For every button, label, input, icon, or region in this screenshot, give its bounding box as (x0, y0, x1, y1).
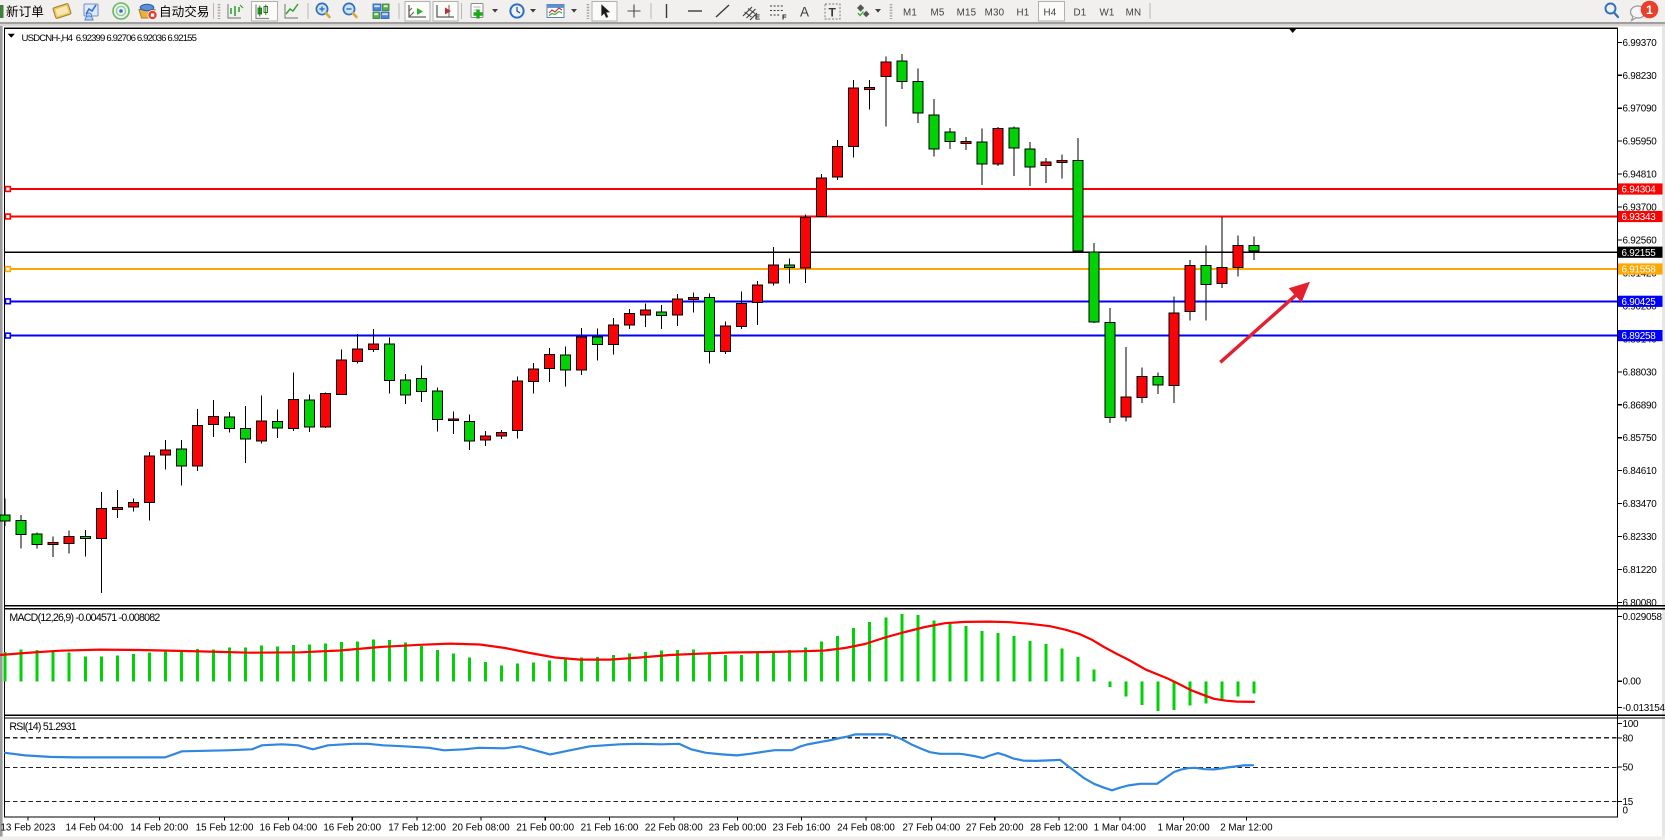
svg-text:100: 100 (1623, 719, 1639, 730)
svg-text:24 Feb 08:00: 24 Feb 08:00 (837, 823, 895, 834)
svg-text:6.92560: 6.92560 (1623, 236, 1658, 247)
svg-text:6.92155: 6.92155 (1622, 248, 1657, 259)
svg-text:W1: W1 (1099, 8, 1114, 19)
svg-text:MACD(12,26,9) -0.004571 -0.008: MACD(12,26,9) -0.004571 -0.008082 (9, 612, 160, 624)
svg-text:6.97090: 6.97090 (1623, 104, 1658, 115)
svg-text:A: A (800, 5, 809, 20)
svg-text:21 Feb 16:00: 21 Feb 16:00 (581, 823, 639, 834)
svg-text:6.95950: 6.95950 (1623, 137, 1658, 148)
svg-text:14 Feb 04:00: 14 Feb 04:00 (66, 823, 124, 834)
svg-text:6.98230: 6.98230 (1623, 71, 1658, 82)
svg-text:16 Feb 20:00: 16 Feb 20:00 (323, 823, 381, 834)
svg-text:27 Feb 04:00: 27 Feb 04:00 (903, 823, 961, 834)
svg-text:新订单: 新订单 (6, 4, 44, 19)
svg-text:14 Feb 20:00: 14 Feb 20:00 (130, 823, 188, 834)
svg-text:80: 80 (1623, 734, 1634, 745)
svg-text:1: 1 (1646, 3, 1653, 17)
svg-text:T: T (829, 6, 837, 20)
svg-text:M5: M5 (930, 8, 944, 19)
svg-text:6.90425: 6.90425 (1622, 297, 1657, 308)
svg-text:1 Mar 04:00: 1 Mar 04:00 (1094, 823, 1147, 834)
svg-text:21 Feb 00:00: 21 Feb 00:00 (516, 823, 574, 834)
svg-text:6.99370: 6.99370 (1623, 38, 1658, 49)
svg-text:20 Feb 08:00: 20 Feb 08:00 (452, 823, 510, 834)
svg-text:自动交易: 自动交易 (159, 4, 209, 19)
svg-text:50: 50 (1623, 763, 1634, 774)
svg-text:6.94810: 6.94810 (1623, 170, 1658, 181)
svg-text:6.84610: 6.84610 (1623, 466, 1658, 477)
svg-text:15 Feb 12:00: 15 Feb 12:00 (196, 823, 254, 834)
svg-text:17 Feb 12:00: 17 Feb 12:00 (388, 823, 446, 834)
svg-text:28 Feb 12:00: 28 Feb 12:00 (1030, 823, 1088, 834)
svg-text:M15: M15 (957, 8, 977, 19)
svg-text:23 Feb 00:00: 23 Feb 00:00 (709, 823, 767, 834)
svg-text:RSI(14) 51.2931: RSI(14) 51.2931 (9, 721, 76, 733)
svg-text:2 Mar 12:00: 2 Mar 12:00 (1220, 823, 1273, 834)
svg-text:D1: D1 (1074, 8, 1087, 19)
svg-text:F: F (782, 13, 787, 22)
svg-text:0.00: 0.00 (1623, 677, 1642, 688)
svg-text:MN: MN (1126, 8, 1142, 19)
svg-text:1 Mar 20:00: 1 Mar 20:00 (1157, 823, 1210, 834)
svg-text:16 Feb 04:00: 16 Feb 04:00 (260, 823, 318, 834)
svg-text:23 Feb 16:00: 23 Feb 16:00 (773, 823, 831, 834)
svg-text:H4: H4 (1044, 8, 1057, 19)
svg-text:6.80080: 6.80080 (1623, 598, 1658, 609)
svg-text:0: 0 (1623, 805, 1629, 816)
svg-text:13 Feb 2023: 13 Feb 2023 (0, 823, 56, 834)
svg-text:M30: M30 (985, 8, 1005, 19)
svg-text:USDCNH-,H4 6.92399 6.92706 6.: USDCNH-,H4 6.92399 6.92706 6.92036 6.921… (22, 33, 197, 44)
svg-text:27 Feb 20:00: 27 Feb 20:00 (966, 823, 1024, 834)
svg-text:6.82330: 6.82330 (1623, 532, 1658, 543)
svg-text:6.94304: 6.94304 (1622, 185, 1657, 196)
svg-text:6.93343: 6.93343 (1622, 212, 1657, 223)
svg-text:M1: M1 (903, 8, 917, 19)
svg-text:6.85750: 6.85750 (1623, 433, 1658, 444)
svg-text:6.86890: 6.86890 (1623, 400, 1658, 411)
svg-text:22 Feb 08:00: 22 Feb 08:00 (645, 823, 703, 834)
svg-text:0.029058: 0.029058 (1623, 612, 1663, 623)
svg-text:E: E (755, 13, 760, 22)
svg-text:6.88030: 6.88030 (1623, 367, 1658, 378)
svg-text:H1: H1 (1017, 8, 1030, 19)
svg-text:6.93700: 6.93700 (1623, 203, 1658, 214)
svg-text:6.91558: 6.91558 (1622, 265, 1657, 276)
svg-text:6.81220: 6.81220 (1623, 565, 1658, 576)
svg-text:-0.013154: -0.013154 (1623, 703, 1665, 714)
svg-text:15: 15 (1623, 797, 1634, 808)
svg-text:6.83470: 6.83470 (1623, 499, 1658, 510)
svg-text:6.89258: 6.89258 (1622, 331, 1657, 342)
